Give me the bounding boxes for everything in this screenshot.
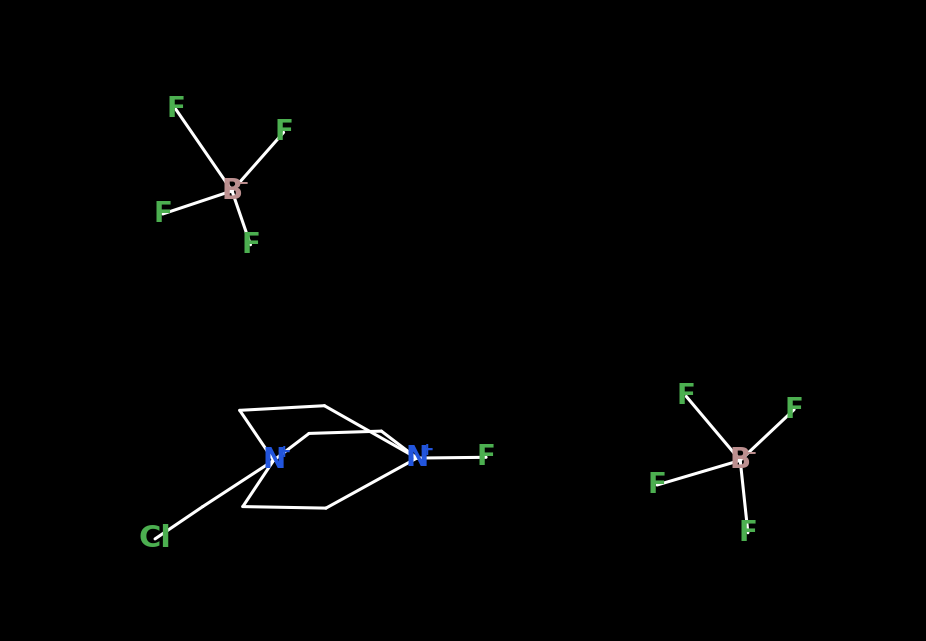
Text: −: − <box>743 443 757 461</box>
Text: F: F <box>167 96 185 123</box>
Text: F: F <box>784 395 804 424</box>
Text: Cl: Cl <box>139 524 171 553</box>
Text: +: + <box>419 440 433 458</box>
Text: F: F <box>154 200 172 228</box>
Text: F: F <box>677 383 695 410</box>
Text: +: + <box>276 443 291 461</box>
Text: N: N <box>262 446 285 474</box>
Text: N: N <box>406 444 429 472</box>
Text: F: F <box>241 231 260 259</box>
Text: B: B <box>221 177 243 205</box>
Text: F: F <box>274 119 293 146</box>
Text: B: B <box>730 446 751 474</box>
Text: F: F <box>647 471 667 499</box>
Text: F: F <box>477 444 495 471</box>
Text: F: F <box>739 519 757 547</box>
Text: −: − <box>234 174 249 192</box>
